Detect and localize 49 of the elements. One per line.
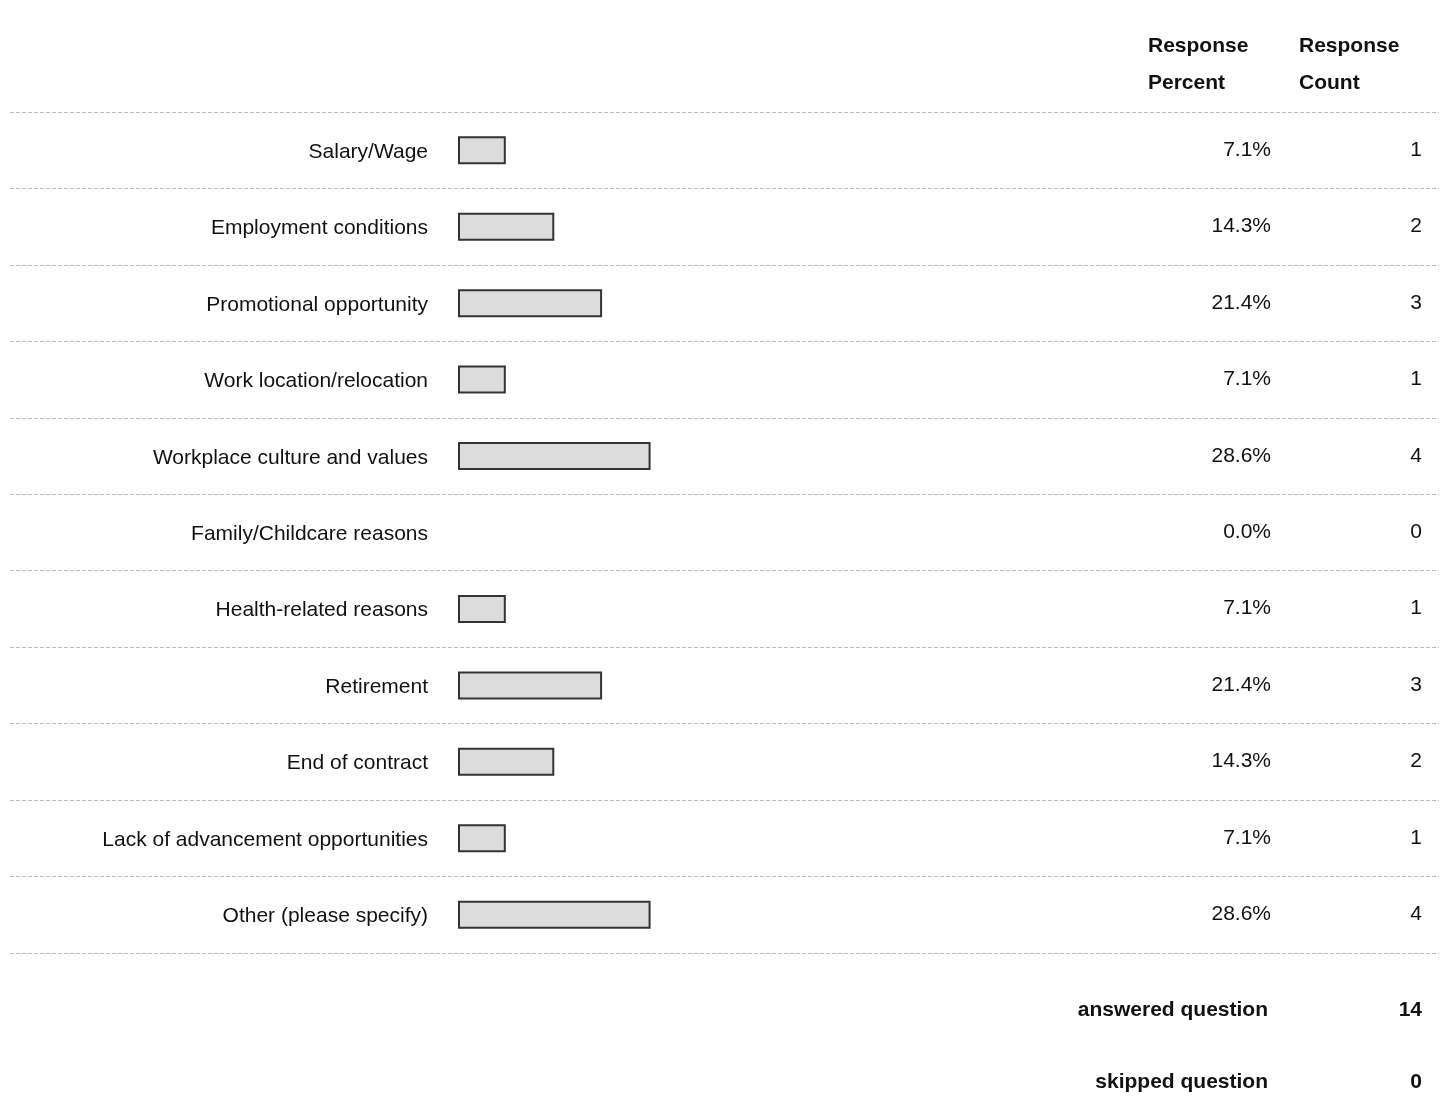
y-tick-label: Employment conditions [210, 215, 428, 239]
text: 0 [1410, 519, 1422, 542]
y-tick-label: Other (please specify) [222, 903, 428, 927]
y-tick-label: Lack of advancement opportunities [102, 826, 428, 850]
text: skipped question [1095, 1068, 1268, 1092]
data-label: 14.3% [1211, 213, 1271, 237]
text: 1 [1410, 366, 1422, 390]
text: answered question [1077, 996, 1268, 1020]
text: 14 [1398, 996, 1423, 1020]
text: 2 [1410, 748, 1422, 772]
text: Response Count [1299, 33, 1406, 93]
text: Response Percent [1148, 33, 1255, 93]
bar [458, 365, 506, 394]
text: 3 [1410, 671, 1422, 695]
data-label: 7.1% [1223, 366, 1271, 390]
bar [458, 136, 506, 165]
bar [458, 442, 651, 471]
data-label: 7.1% [1223, 595, 1271, 619]
data-label: 28.6% [1211, 442, 1271, 466]
bar [458, 212, 555, 241]
text: 1 [1410, 824, 1422, 848]
data-label: 21.4% [1211, 671, 1271, 695]
y-tick-label: Work location/relocation [204, 368, 428, 392]
bar [458, 900, 651, 929]
data-label: 0.0% [1223, 519, 1271, 542]
y-tick-label: Family/Childcare reasons [191, 521, 428, 544]
bar [458, 747, 555, 776]
text: 1 [1410, 595, 1422, 619]
text: 3 [1410, 289, 1422, 313]
data-label: 14.3% [1211, 748, 1271, 772]
bar [458, 594, 506, 623]
bar [458, 671, 603, 700]
data-label: 28.6% [1211, 901, 1271, 925]
y-tick-label: Retirement [325, 673, 429, 697]
y-tick-label: Health-related reasons [215, 597, 428, 621]
text: 4 [1410, 901, 1423, 925]
y-tick-label: End of contract [286, 750, 429, 774]
text: 4 [1410, 442, 1423, 466]
text: 1 [1410, 136, 1422, 160]
bar [458, 289, 603, 318]
bar [458, 824, 506, 853]
y-tick-label: Workplace culture and values [152, 444, 428, 468]
data-label: 7.1% [1223, 824, 1271, 848]
y-tick-label: Promotional opportunity [206, 291, 429, 315]
text: 0 [1410, 1068, 1422, 1092]
y-tick-label: Salary/Wage [308, 138, 428, 162]
data-label: 7.1% [1223, 136, 1271, 160]
text: 2 [1410, 213, 1422, 237]
data-label: 21.4% [1211, 289, 1271, 313]
